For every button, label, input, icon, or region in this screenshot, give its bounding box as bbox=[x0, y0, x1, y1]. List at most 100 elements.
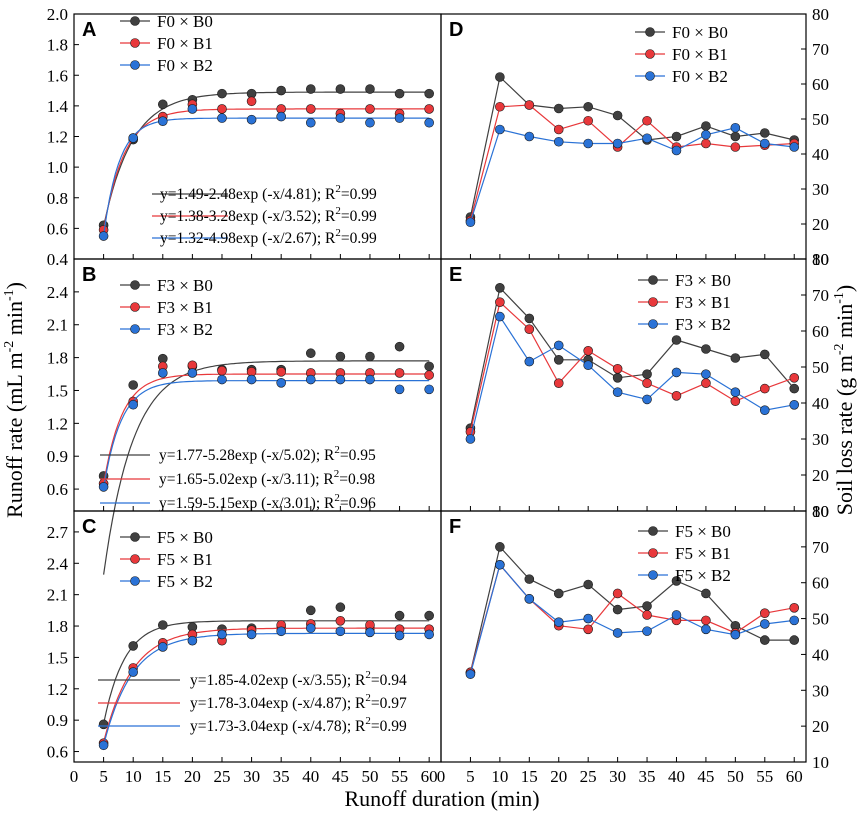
data-point-b2 bbox=[612, 628, 623, 638]
data-point-b2 bbox=[583, 613, 593, 624]
data-point-b1 bbox=[789, 372, 800, 383]
data-point-b2 bbox=[465, 669, 476, 679]
y-tick-label: 0.9 bbox=[47, 447, 68, 466]
y-tick-label: 80 bbox=[812, 250, 829, 269]
y-tick-label: 70 bbox=[812, 286, 829, 305]
data-point-b2 bbox=[217, 374, 227, 385]
data-point-b2 bbox=[276, 111, 286, 122]
data-point-b2 bbox=[187, 368, 198, 378]
x-tick-label: 50 bbox=[727, 767, 744, 786]
legend-marker bbox=[648, 319, 658, 329]
x-tick-label: 0 bbox=[437, 767, 446, 786]
data-point-b2 bbox=[424, 117, 434, 128]
legend-marker bbox=[645, 71, 655, 81]
panel-label: F bbox=[449, 516, 461, 538]
legend-marker bbox=[130, 532, 140, 542]
y-tick-label: 2.0 bbox=[47, 5, 68, 24]
data-point-b2 bbox=[730, 387, 741, 398]
data-point-b1 bbox=[701, 138, 711, 149]
data-point-b2 bbox=[524, 594, 535, 604]
data-point-b2 bbox=[187, 104, 198, 114]
data-point-b1 bbox=[730, 142, 741, 152]
data-point-b2 bbox=[305, 623, 316, 633]
data-point-b0 bbox=[759, 349, 770, 360]
data-point-b0 bbox=[730, 131, 741, 142]
data-point-b2 bbox=[553, 340, 564, 351]
panel-label: E bbox=[449, 264, 462, 286]
x-tick-label: 45 bbox=[697, 767, 714, 786]
data-point-b2 bbox=[671, 367, 682, 378]
x-tick-label: 20 bbox=[184, 767, 201, 786]
data-point-b0 bbox=[553, 103, 564, 114]
legend-label-b0: F5 × B0 bbox=[675, 522, 731, 541]
y-tick-label: 1.8 bbox=[47, 349, 68, 368]
x-tick-label: 60 bbox=[421, 767, 438, 786]
data-point-b2 bbox=[128, 667, 138, 677]
data-point-b0 bbox=[583, 101, 593, 112]
x-tick-label: 45 bbox=[332, 767, 349, 786]
data-point-b2 bbox=[524, 356, 535, 367]
panel-D: 10 20 30 40 50 60 70 80 D F0 × B0 F0 × B1 F0 × B2 bbox=[440, 5, 829, 269]
data-point-b2 bbox=[276, 378, 286, 388]
y-tick-label: 1.4 bbox=[47, 97, 69, 116]
data-point-b1 bbox=[642, 610, 652, 620]
data-point-b2 bbox=[701, 129, 711, 140]
equation-text: y=1.85-4.02exp (-x/3.55); R2=0.94 bbox=[190, 669, 407, 689]
data-point-b2 bbox=[495, 311, 505, 322]
data-point-b1 bbox=[759, 383, 770, 394]
data-point-b1 bbox=[217, 365, 227, 376]
y-tick-label: 30 bbox=[812, 180, 829, 199]
data-point-b1 bbox=[612, 588, 623, 599]
data-point-b2 bbox=[394, 113, 405, 123]
y-tick-label: 0.6 bbox=[47, 219, 68, 238]
x-tick-label: 5 bbox=[466, 767, 475, 786]
legend-marker bbox=[130, 280, 140, 290]
data-point-b0 bbox=[424, 610, 434, 621]
data-point-b0 bbox=[612, 372, 623, 383]
x-tick-label: 5 bbox=[99, 767, 108, 786]
panel-A: 0.4 0.6 0.8 1.0 1.2 1.4 1.6 1.8 2.0 A F0 × B0 F0 × … bbox=[47, 5, 442, 269]
data-point-b0 bbox=[335, 351, 346, 362]
legend-label-b1: F3 × B1 bbox=[157, 298, 213, 317]
data-point-b2 bbox=[642, 626, 652, 636]
data-point-b0 bbox=[98, 719, 109, 730]
data-point-b0 bbox=[789, 383, 800, 394]
fit-curve-b2 bbox=[103, 380, 430, 488]
equation-text: y=1.32-4.98exp (-x/2.67); R2=0.99 bbox=[160, 227, 377, 247]
legend-marker bbox=[648, 570, 658, 580]
series-line-b1 bbox=[469, 301, 795, 432]
x-tick-label: 10 bbox=[125, 767, 142, 786]
y-tick-label: 80 bbox=[812, 502, 829, 521]
data-point-b2 bbox=[553, 136, 564, 147]
data-point-b1 bbox=[642, 115, 652, 126]
data-point-b2 bbox=[789, 142, 800, 152]
data-point-b2 bbox=[465, 434, 476, 444]
data-point-b0 bbox=[495, 282, 505, 293]
data-point-b2 bbox=[642, 133, 652, 144]
data-point-b2 bbox=[246, 114, 257, 125]
y-tick-label: 50 bbox=[812, 110, 829, 129]
data-point-b2 bbox=[305, 117, 316, 128]
data-point-b0 bbox=[701, 344, 711, 354]
data-point-b2 bbox=[701, 369, 711, 380]
series-line-b0 bbox=[469, 545, 795, 673]
legend-label-b2: F5 × B2 bbox=[675, 566, 731, 585]
y-tick-label: 70 bbox=[812, 40, 829, 59]
legend-label-b1: F5 × B1 bbox=[675, 544, 731, 563]
legend-label-b1: F0 × B1 bbox=[672, 45, 728, 64]
y-tick-label: 80 bbox=[812, 5, 829, 24]
data-point-b2 bbox=[128, 399, 138, 410]
legend-marker bbox=[130, 16, 140, 26]
x-tick-label: 35 bbox=[273, 767, 290, 786]
data-point-b2 bbox=[246, 629, 257, 640]
y-tick-label: 60 bbox=[812, 322, 829, 341]
data-point-b2 bbox=[365, 117, 375, 128]
panel-F: 10 20 30 40 50 60 70 80 0 5 10 15 20 25 30 35 40 45 50 55 60… bbox=[437, 502, 829, 786]
data-point-b2 bbox=[335, 374, 346, 385]
data-point-b0 bbox=[701, 121, 711, 131]
y-tick-label: 1.2 bbox=[47, 414, 68, 433]
y-tick-label: 1.5 bbox=[47, 648, 68, 667]
y-tick-label: 2.7 bbox=[47, 523, 69, 542]
data-point-b0 bbox=[642, 369, 652, 380]
data-point-b1 bbox=[583, 624, 593, 635]
